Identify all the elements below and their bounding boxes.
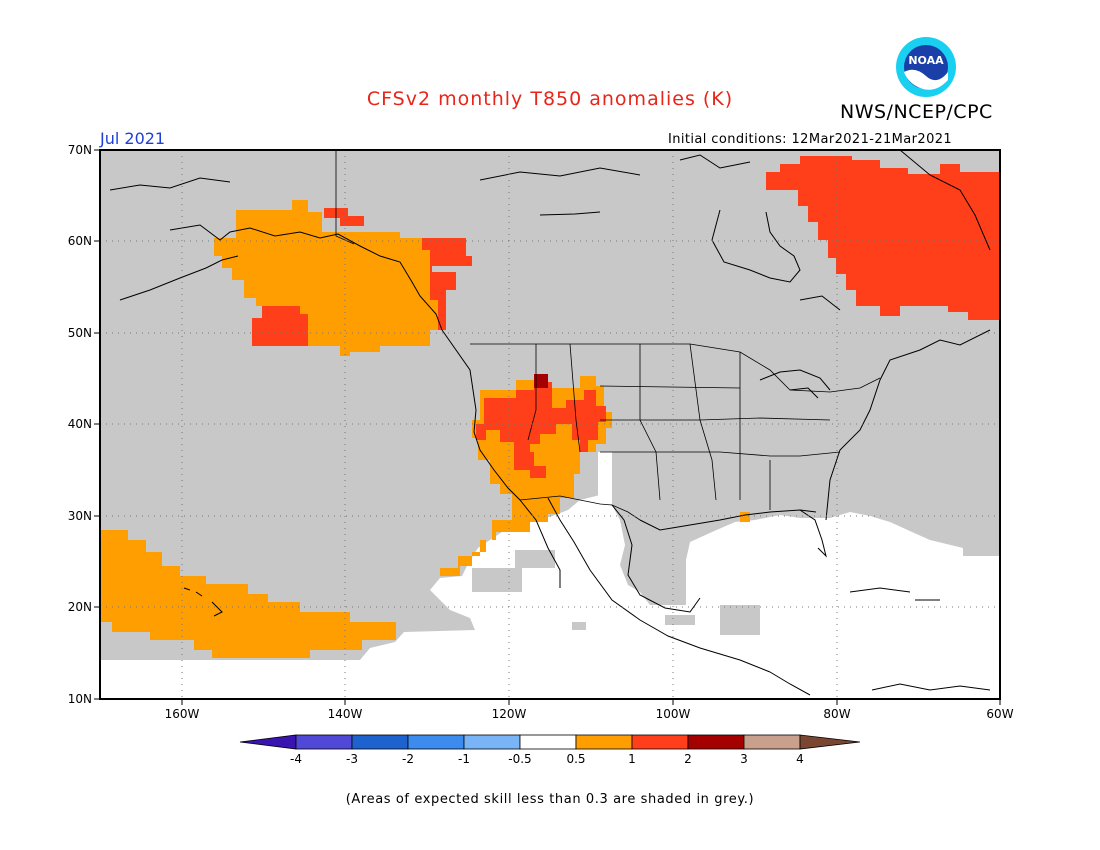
lat-tick-label: 70N [68,143,92,157]
grey-patch-gulf-california [515,550,555,568]
colorbar [239,734,861,750]
lon-tick-label: 140W [328,707,363,721]
anomaly-great-basin [476,382,606,454]
colorbar-swatch [407,734,465,750]
axis-ticks [94,149,1001,705]
lon-tick-label: 60W [986,707,1013,721]
initial-conditions: Initial conditions: 12Mar2021-21Mar2021 [668,132,953,147]
political-borders [335,150,881,521]
grey-patch-pacific [572,622,586,630]
coastlines [109,149,991,696]
agency-label: NWS/NCEP/CPC [840,101,993,123]
grey-patch-baja [472,568,522,592]
colorbar-label: 3 [740,752,748,766]
lon-tick-label: 100W [656,707,691,721]
lat-tick-labels: 70N 60N 50N 40N 30N 20N 10N [68,143,92,706]
gridlines [100,150,1000,699]
anomaly-northeast-canada [766,156,1000,320]
grey-skill-mask [100,150,1000,660]
map-title: CFSv2 monthly T850 anomalies (K) [366,88,734,110]
colorbar-label: -1 [458,752,470,766]
lon-tick-labels: 160W 140W 120W 100W 80W 60W [165,707,1014,721]
colorbar-label: 0.5 [566,752,585,766]
grey-patch-yucatan [665,615,695,625]
noaa-logo-text: NOAA [908,54,944,67]
colorbar-swatch [799,734,861,750]
colorbar-labels: -4 -3 -2 -1 -0.5 0.5 1 2 3 4 [290,752,804,766]
colorbar-label: 1 [628,752,636,766]
lat-tick-label: 60N [68,234,92,248]
colorbar-swatch [687,734,745,750]
colorbar-swatch [295,734,353,750]
colorbar-label: 2 [684,752,692,766]
white-patch-new-mexico [598,452,612,504]
grey-patch-central-america [720,605,760,635]
noaa-logo: NOAA [896,37,956,97]
map-frame [99,149,1001,700]
anomaly-desert-southwest [440,374,612,576]
lat-tick-label: 40N [68,417,92,431]
lon-tick-label: 120W [492,707,527,721]
colorbar-swatch [239,734,297,750]
colorbar-label: -4 [290,752,302,766]
anomaly-max-idaho [534,374,548,388]
lon-tick-label: 80W [823,707,850,721]
lat-tick-label: 30N [68,509,92,523]
colorbar-swatch [575,734,633,750]
map-background [100,150,1000,699]
colorbar-label: -3 [346,752,358,766]
anomaly-louisiana [740,512,750,522]
lat-tick-label: 20N [68,600,92,614]
lat-tick-label: 10N [68,692,92,706]
lat-tick-label: 50N [68,326,92,340]
anomaly-southwest-alaska [252,306,308,346]
lon-tick-label: 160W [165,707,200,721]
colorbar-swatch [631,734,689,750]
anomaly-southeast-alaska [324,208,364,226]
anomaly-gulf-of-alaska [214,200,440,356]
colorbar-label: -2 [402,752,414,766]
valid-month: Jul 2021 [100,129,166,148]
colorbar-swatch [351,734,409,750]
skill-footnote: (Areas of expected skill less than 0.3 a… [345,792,755,807]
anomaly-bc-coast [422,238,472,330]
colorbar-swatch [463,734,521,750]
anomaly-subtropical-pacific [100,530,396,658]
colorbar-swatch [743,734,801,750]
colorbar-swatch [519,734,577,750]
anomaly-colorado-river [514,452,546,478]
colorbar-label: 4 [796,752,804,766]
colorbar-label: -0.5 [508,752,531,766]
